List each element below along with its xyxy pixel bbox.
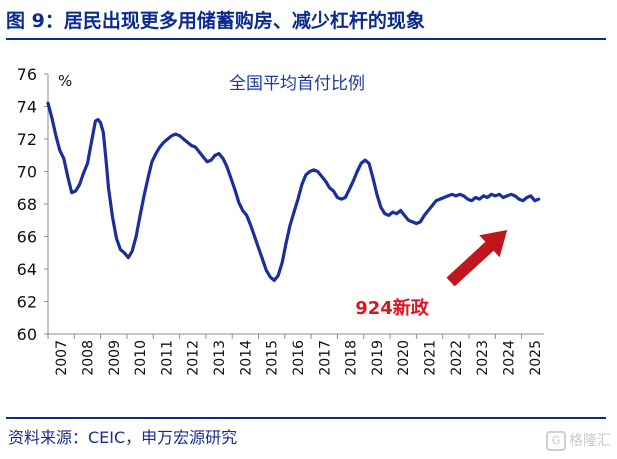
annotation-arrow xyxy=(446,230,508,287)
x-tick-label: 2020 xyxy=(396,340,412,376)
y-axis-unit: % xyxy=(58,72,72,90)
x-tick-label: 2008 xyxy=(80,340,96,376)
source-note: 资料来源：CEIC，申万宏源研究 xyxy=(8,428,238,447)
watermark-text: 格隆汇 xyxy=(569,433,611,449)
annotation-text: 924新政 xyxy=(355,297,430,319)
x-tick-label: 2023 xyxy=(475,340,491,376)
chart-title: 全国平均首付比例 xyxy=(229,74,365,94)
series-layer xyxy=(46,101,541,282)
y-tick-label: 66 xyxy=(17,228,37,247)
x-tick-label: 2019 xyxy=(370,340,386,376)
source-rule xyxy=(6,417,606,419)
y-tick-label: 72 xyxy=(17,130,37,149)
x-tick-label: 2012 xyxy=(186,340,202,376)
x-tick-label: 2022 xyxy=(449,340,465,376)
y-tick-label: 68 xyxy=(17,195,37,214)
y-tick-label: 62 xyxy=(17,293,37,312)
x-tick-label: 2011 xyxy=(159,340,175,376)
title-rule xyxy=(6,38,606,40)
y-tick-label: 70 xyxy=(17,163,37,182)
x-tick-label: 2017 xyxy=(317,340,333,376)
x-tick-label: 2014 xyxy=(238,340,254,376)
y-tick-label: 64 xyxy=(17,260,37,279)
x-tick-label: 2016 xyxy=(291,340,307,376)
x-tick-label: 2025 xyxy=(528,340,544,376)
x-tick-label: 2021 xyxy=(423,340,439,376)
x-tick-label: 2018 xyxy=(344,340,360,376)
y-tick-label: 74 xyxy=(17,98,37,117)
x-tick-label: 2015 xyxy=(265,340,281,376)
watermark: G 格隆汇 xyxy=(546,430,611,451)
x-tick-label: 2013 xyxy=(212,340,228,376)
figure-title: 图 9：居民出现更多用储蓄购房、减少杠杆的现象 xyxy=(6,10,425,32)
chart-ticks: 60 62 64 66 68 70 72 74 76 2007 2008 2009 2010 2011 20… xyxy=(17,65,544,376)
x-tick-label: 2010 xyxy=(133,340,149,376)
y-tick-label: 76 xyxy=(17,65,37,84)
watermark-logo-icon: G xyxy=(546,431,566,451)
series-line xyxy=(46,101,541,282)
annotation-layer: 924新政 xyxy=(355,230,508,319)
x-tick-label: 2007 xyxy=(54,340,70,376)
x-tick-label: 2024 xyxy=(501,340,517,376)
x-tick-label: 2009 xyxy=(107,340,123,376)
y-tick-label: 60 xyxy=(17,325,37,344)
